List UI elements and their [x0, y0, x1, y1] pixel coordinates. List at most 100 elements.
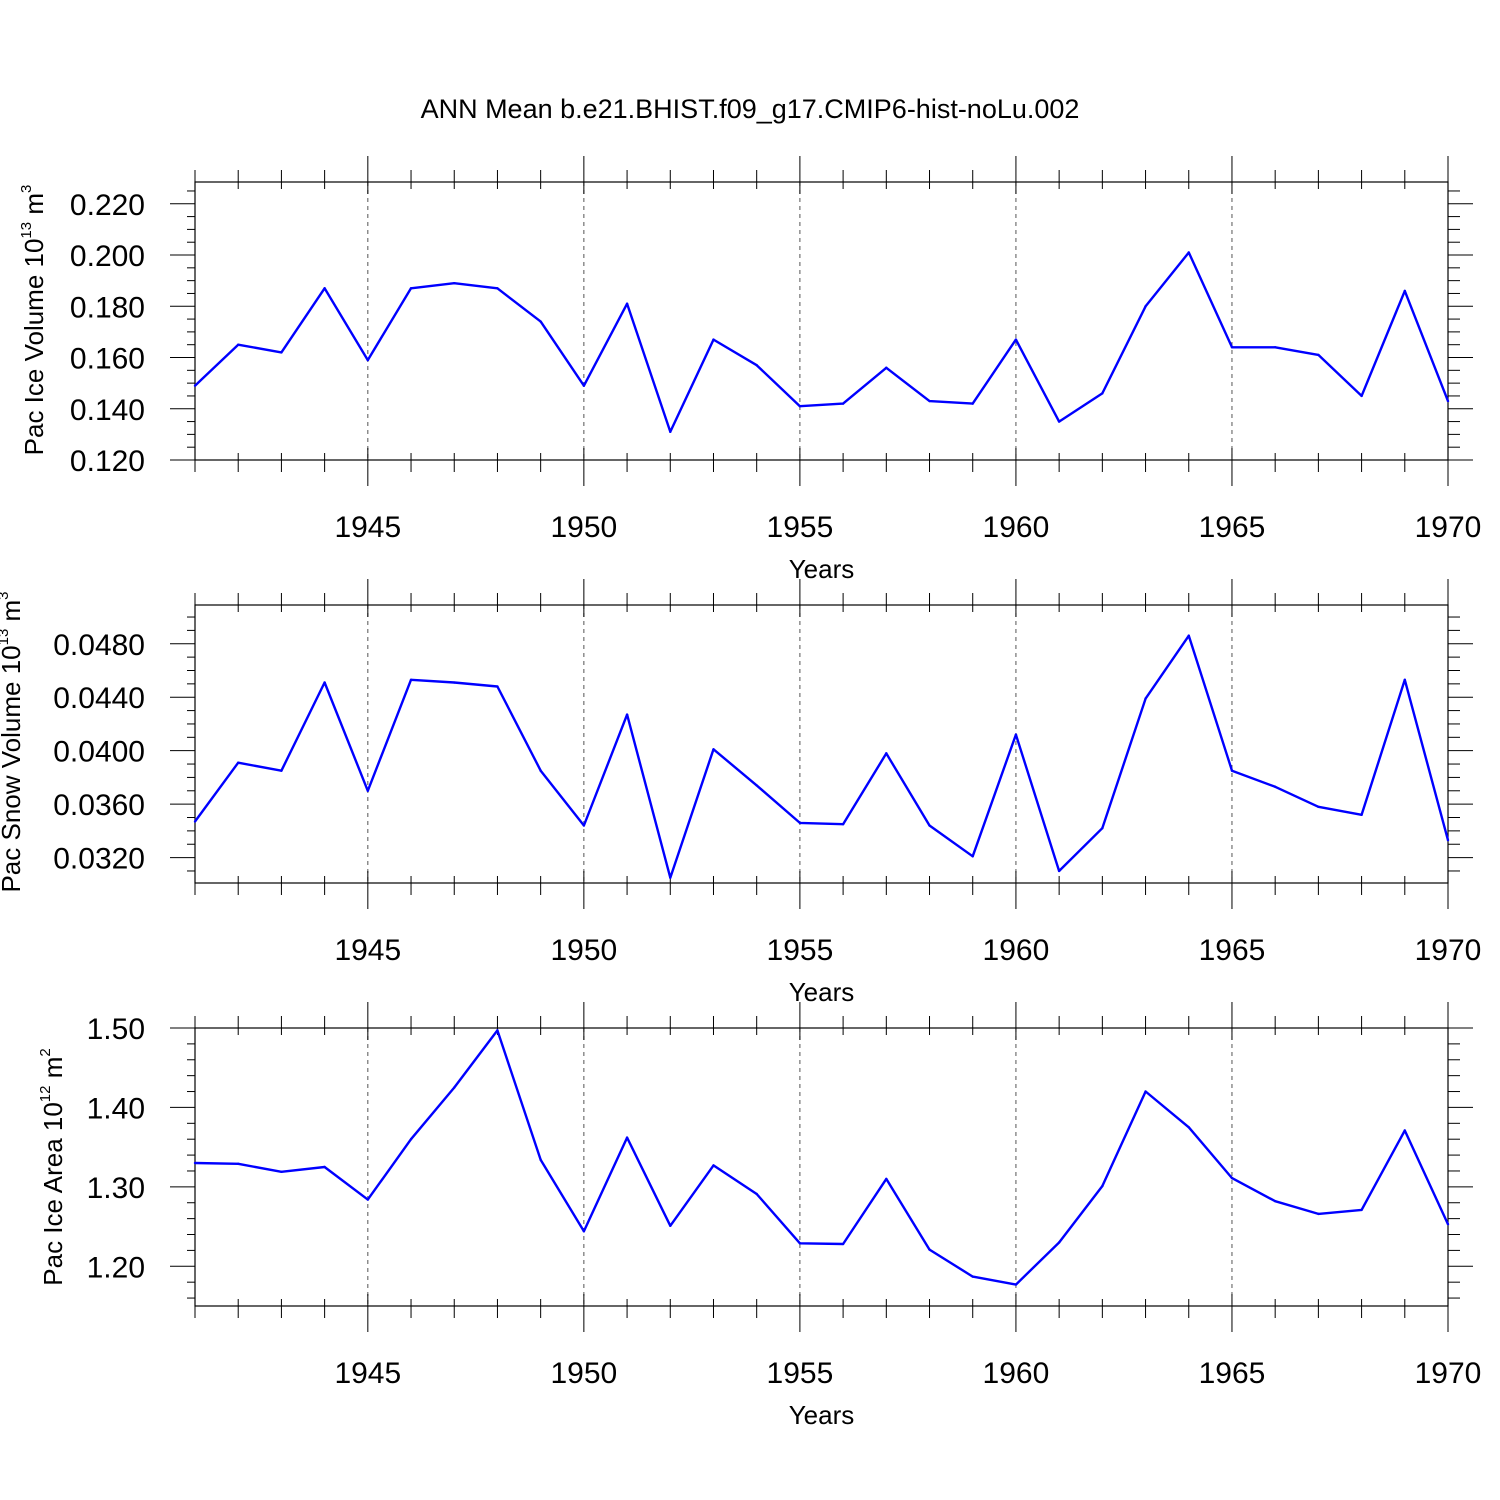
plot-frame — [194, 1027, 1449, 1307]
y-axis-label-base: Pac Snow Volume 10 — [0, 645, 26, 892]
y-axis-label-unit-exponent: 2 — [37, 1048, 54, 1056]
x-tick-label: 1965 — [1199, 511, 1266, 544]
x-tick-label: 1965 — [1199, 934, 1266, 967]
chart-panels: 0.120 0.140 0.160 0.180 0.200 0.220 1945 1950 19… — [0, 156, 1481, 1430]
x-tick-label: 1955 — [767, 511, 834, 544]
data-point — [928, 1248, 931, 1251]
data-point — [669, 1224, 672, 1227]
data-point — [496, 287, 499, 290]
data-point — [1057, 420, 1061, 423]
data-point — [582, 1230, 586, 1233]
data-point — [1014, 1283, 1018, 1286]
data-point — [280, 1170, 283, 1173]
data-point — [1187, 634, 1190, 637]
x-tick-label: 1970 — [1415, 511, 1482, 544]
data-point — [323, 681, 326, 684]
data-point — [1144, 305, 1147, 308]
data-point — [625, 302, 629, 305]
data-point — [496, 1029, 499, 1032]
y-tick-label: 1.30 — [87, 1172, 145, 1205]
data-point — [971, 402, 974, 405]
data-point — [798, 821, 802, 825]
data-point — [323, 287, 326, 290]
chart-panel-1: 0.120 0.140 0.160 0.180 0.200 0.220 1945 1950 19… — [18, 156, 1481, 584]
data-point — [1144, 697, 1147, 700]
data-point — [1014, 733, 1018, 736]
y-tick-label: 0.0400 — [53, 736, 145, 769]
data-point — [366, 789, 370, 792]
data-point — [193, 820, 197, 823]
data-point — [1101, 827, 1104, 830]
data-point — [366, 358, 370, 362]
x-tick-label: 1950 — [550, 511, 617, 544]
y-axis-label: Pac Ice Volume 1013 m3 — [18, 185, 49, 456]
data-point — [453, 1086, 456, 1089]
data-point — [712, 748, 715, 751]
data-point — [1273, 1199, 1277, 1203]
data-point — [453, 681, 456, 684]
x-axis-label: Years — [789, 977, 855, 1007]
data-point — [1360, 813, 1363, 817]
data-point — [841, 1242, 845, 1246]
y-axis-label-base: Pac Ice Area 10 — [38, 1102, 68, 1286]
data-point — [1446, 839, 1450, 842]
data-point — [1360, 394, 1363, 398]
figure-title: ANN Mean b.e21.BHIST.f09_g17.CMIP6-hist-… — [421, 94, 1080, 124]
data-point — [539, 769, 542, 772]
x-tick-label: 1970 — [1415, 934, 1482, 967]
data-point — [885, 1177, 888, 1181]
plot-frame — [194, 604, 1449, 884]
data-point — [582, 384, 586, 387]
data-point — [712, 1164, 715, 1167]
data-point — [1403, 289, 1406, 293]
y-tick-label: 0.0440 — [53, 682, 145, 715]
x-tick-label: 1970 — [1415, 1357, 1482, 1390]
data-point — [885, 366, 888, 369]
x-tick-label: 1945 — [334, 1357, 401, 1390]
data-point — [582, 824, 586, 827]
x-tick-label: 1950 — [550, 1357, 617, 1390]
x-tick-label: 1945 — [334, 934, 401, 967]
data-point — [669, 876, 672, 879]
x-tick-label: 1960 — [983, 1357, 1050, 1390]
y-tick-label: 0.200 — [70, 240, 145, 273]
y-tick-label: 0.0320 — [53, 843, 145, 876]
data-point — [755, 784, 758, 787]
y-axis-label-unit: m — [0, 600, 26, 629]
data-point — [237, 1162, 240, 1166]
data-point — [798, 404, 802, 408]
x-tick-label: 1960 — [983, 934, 1050, 967]
data-point — [1101, 1184, 1104, 1188]
data-point — [409, 287, 413, 290]
data-point — [409, 678, 413, 682]
data-point — [539, 320, 542, 323]
data-point — [755, 1192, 758, 1196]
data-point — [1014, 338, 1018, 341]
data-point — [1317, 805, 1320, 809]
data-point — [1317, 1212, 1320, 1216]
series-line — [194, 251, 1450, 433]
data-point — [1057, 1241, 1061, 1244]
y-axis-label-exponent: 12 — [37, 1085, 54, 1102]
data-point — [1403, 1129, 1406, 1132]
y-axis-label-base: Pac Ice Volume 10 — [19, 239, 49, 456]
y-tick-label: 0.160 — [70, 343, 145, 376]
data-point — [1360, 1208, 1363, 1212]
data-point — [1403, 678, 1406, 682]
y-tick-label: 0.140 — [70, 394, 145, 427]
data-point — [798, 1242, 802, 1245]
data-point — [193, 1161, 197, 1165]
data-point — [885, 752, 888, 755]
data-point — [280, 769, 283, 772]
plot-frame — [194, 181, 1449, 461]
data-point — [539, 1158, 542, 1162]
y-tick-label: 0.120 — [70, 445, 145, 478]
data-point — [625, 713, 629, 716]
y-tick-label: 0.0360 — [53, 789, 145, 822]
data-point — [1446, 1222, 1450, 1226]
x-tick-label: 1945 — [334, 511, 401, 544]
y-tick-label: 0.180 — [70, 291, 145, 324]
x-tick-label: 1960 — [983, 511, 1050, 544]
y-axis-label: Pac Snow Volume 1013 m3 — [0, 591, 26, 892]
data-point — [755, 363, 758, 367]
